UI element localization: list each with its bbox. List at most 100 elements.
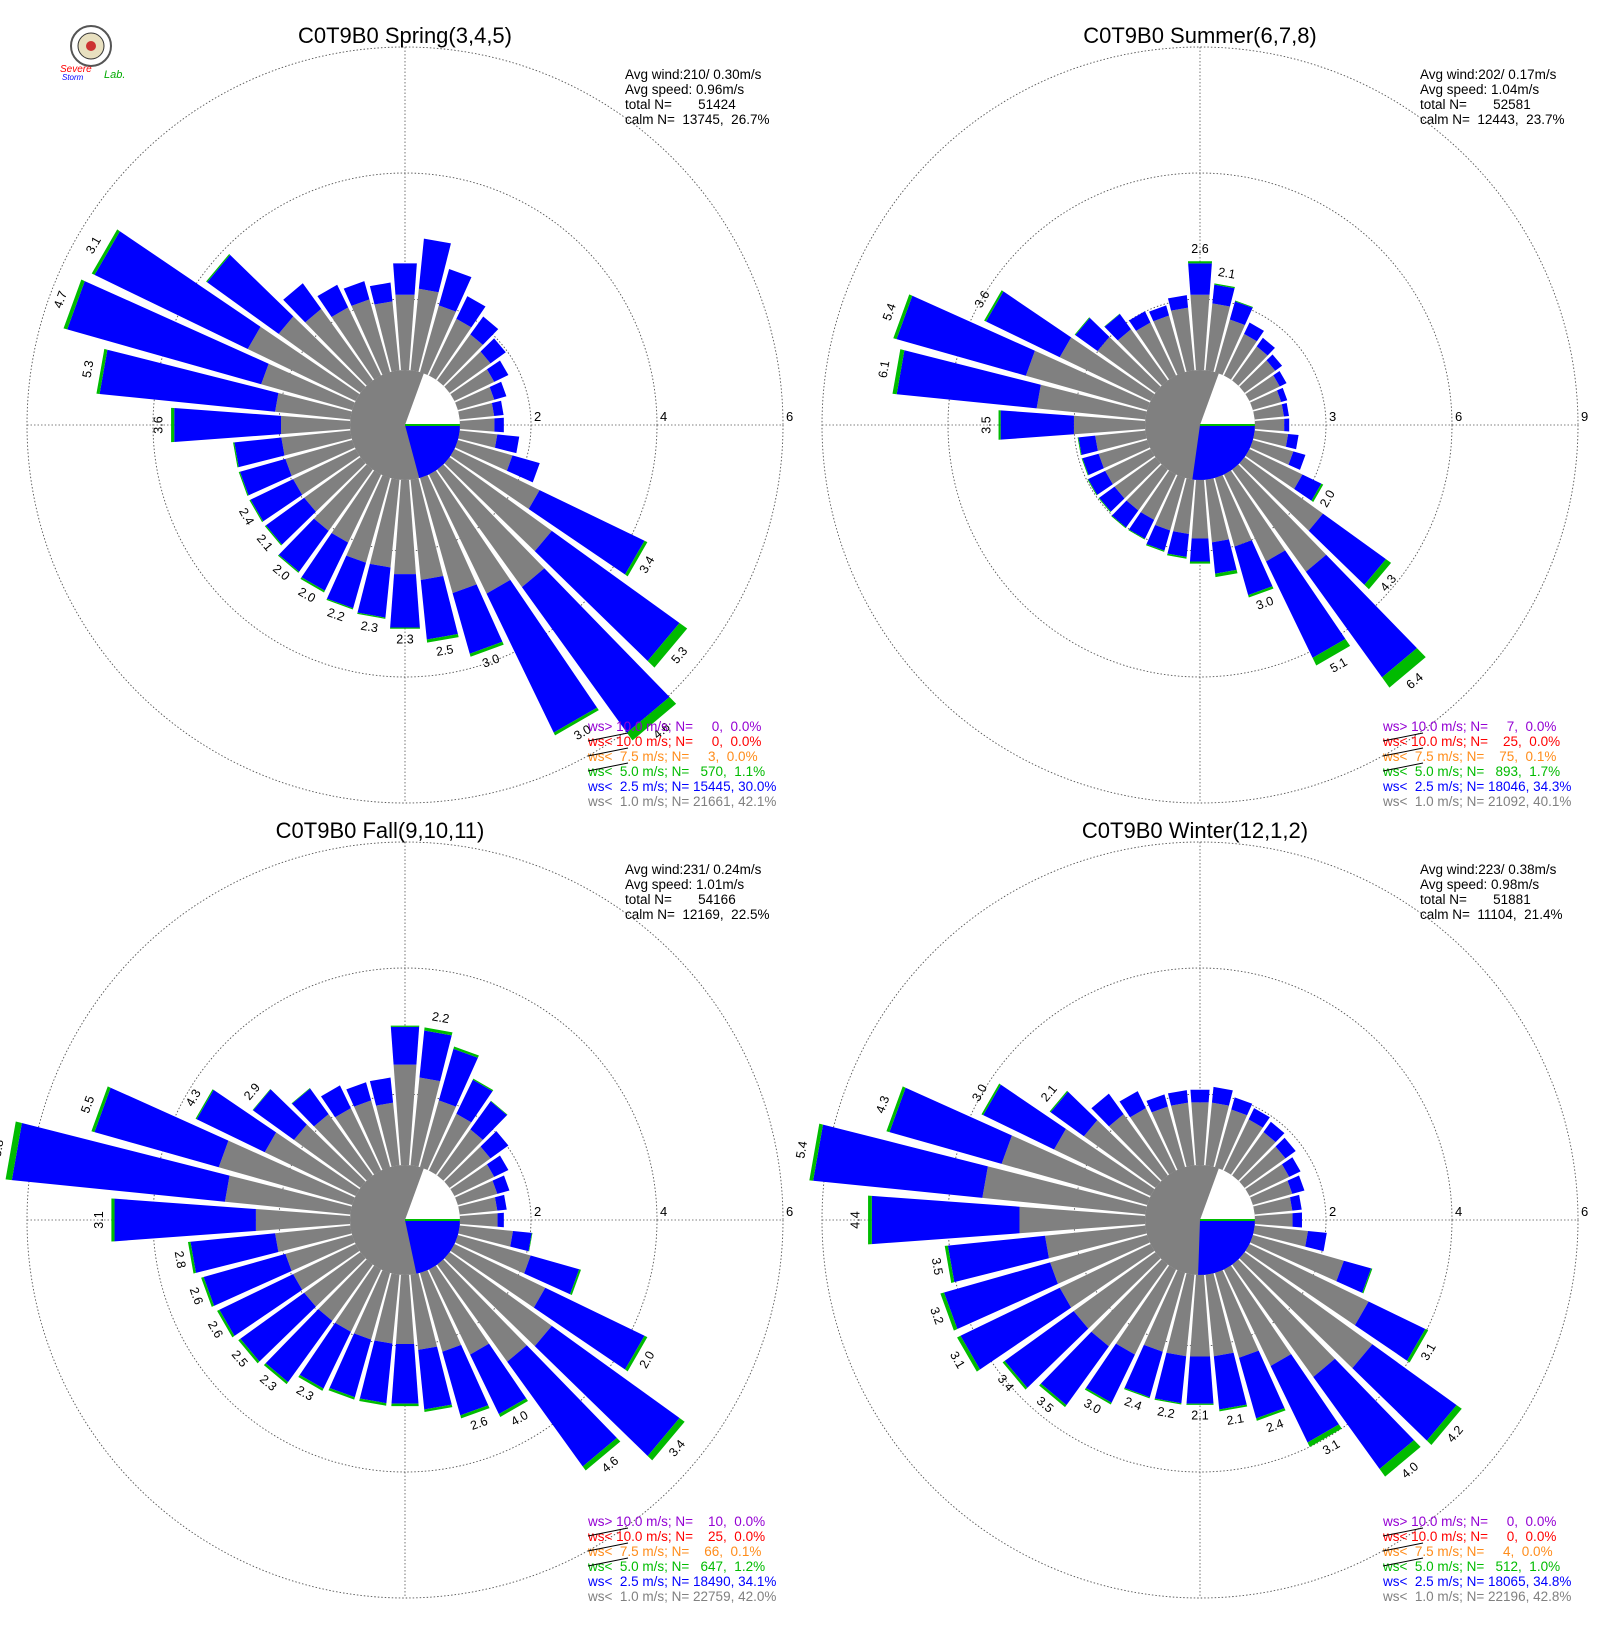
bar-segment-lt1 <box>281 415 351 435</box>
bar-segment-lt1 <box>374 301 400 372</box>
bar-segment-lt2_5 <box>1111 500 1139 528</box>
bar-segment-lt1 <box>1253 1197 1293 1215</box>
bar-segment-lt2_5 <box>1000 410 1074 440</box>
bar-segment-lt2_5 <box>190 1233 279 1273</box>
bar-segment-lt2_5 <box>494 1194 507 1211</box>
bar-total-label: 4.0 <box>1399 1459 1421 1481</box>
bar-total-label: 2.3 <box>396 633 413 647</box>
bar-segment-lt1 <box>1155 475 1186 531</box>
legend-lt5: ws< 5.0 m/s; N= 512, 1.0% <box>1382 1559 1560 1574</box>
bar-segment-lt5 <box>298 1374 324 1391</box>
bar-segment-lt2_5 <box>1088 470 1113 495</box>
bar-segment-lt1 <box>1245 1243 1369 1326</box>
bar-segment-lt2_5 <box>1128 311 1151 331</box>
bar-total-label: 2.6 <box>1191 242 1208 256</box>
bar-total-label: 3.4 <box>666 1437 688 1459</box>
bar-segment-lt2_5 <box>1099 486 1125 512</box>
bar-segment-lt5 <box>91 1086 111 1133</box>
bar-segment-lt5 <box>328 1387 355 1400</box>
bar-segment-lt2_5 <box>1119 1091 1146 1118</box>
bar-segment-lt5 <box>582 1437 621 1471</box>
bar-segment-lt2_5 <box>1275 1137 1296 1159</box>
bar-segment-lt1 <box>313 464 373 531</box>
bar-segment-lt1 <box>1105 448 1155 485</box>
bar-segment-lt1 <box>393 1064 417 1166</box>
legend-lt1: ws< 1.0 m/s; N= 22196, 42.8% <box>1382 1589 1571 1604</box>
bar-total-label: 2.1 <box>1225 1411 1245 1428</box>
bar-segment-lt1 <box>1189 1274 1211 1357</box>
bar-labels: 2.22.03.44.64.02.62.32.32.52.62.62.83.13… <box>0 1009 688 1475</box>
bar-segment-lt2_5 <box>1167 1090 1189 1106</box>
bar-segment-lt1 <box>293 448 360 495</box>
legend-lt10: ws< 10.0 m/s; N= 0, 0.0% <box>587 734 761 749</box>
bar-segment-lt2_5 <box>265 1309 333 1383</box>
bar-segment-lt1 <box>1254 418 1285 432</box>
bar-segment-lt5 <box>233 442 239 468</box>
bar-segment-lt5 <box>472 1078 494 1092</box>
bar-segment-lt1 <box>437 1129 483 1181</box>
bar-segment-lt2_5 <box>507 1345 617 1467</box>
bar-segment-lt2_5 <box>480 338 506 364</box>
bar-segment-lt2_5 <box>510 1230 532 1252</box>
bar-segment-lt5 <box>1081 458 1089 476</box>
bar-segment-lt1 <box>285 439 355 476</box>
bar-segment-lt2_5 <box>203 1253 292 1306</box>
bar-total-label: 3.2 <box>927 1305 946 1326</box>
bar-segment-lt2_5 <box>456 1079 493 1123</box>
bar-segment-lt1 <box>351 299 391 375</box>
bar-total-label: 2.0 <box>296 585 318 606</box>
bar-segment-lt5 <box>264 525 283 546</box>
bar-segment-lt5 <box>940 1292 958 1331</box>
legend: ws> 10.0 m/s; N= 0, 0.0% ws< 10.0 m/s; N… <box>1382 1514 1571 1604</box>
bar-segment-lt5 <box>1248 586 1274 598</box>
stat-calm-n: calm N= 11104, 21.4% <box>1420 907 1562 922</box>
bar-segment-lt1 <box>1253 404 1284 420</box>
bar-segment-lt1 <box>1114 457 1161 499</box>
bar-segment-lt5 <box>277 554 300 573</box>
bar-segment-lt2_5 <box>1211 539 1237 574</box>
bar-segment-lt1 <box>1115 1265 1177 1355</box>
bar-segment-lt1 <box>1205 1102 1229 1167</box>
chart-title: C0T9B0 Spring(3,4,5) <box>298 23 512 48</box>
bar-segment-lt1 <box>419 305 456 375</box>
bar-segment-lt2_5 <box>871 1195 1020 1245</box>
legend-lt2_5: ws< 2.5 m/s; N= 15445, 30.0% <box>587 779 776 794</box>
bar-segment-lt1 <box>304 457 366 512</box>
legend-lt7_5: ws< 7.5 m/s; N= 3, 0.0% <box>587 749 758 764</box>
stat-total-n: total N= 51881 <box>1420 892 1531 907</box>
bar-segment-lt2_5 <box>521 568 670 733</box>
bar-segment-lt2_5 <box>301 533 349 591</box>
bar-segment-lt5 <box>187 1241 196 1274</box>
bar-segment-lt1 <box>374 1273 400 1344</box>
bar-segment-lt2_5 <box>67 281 269 385</box>
radial-tick-label: 4 <box>1455 1204 1462 1219</box>
bar-segment-lt5 <box>1104 313 1120 327</box>
bar-segment-lt2_5 <box>1004 1311 1089 1388</box>
bar-segment-lt1 <box>394 479 416 575</box>
bar-segment-lt1 <box>1098 439 1150 469</box>
calm-white-sector <box>405 373 460 425</box>
bar-segment-lt1 <box>437 334 483 386</box>
bar-total-label: 5.3 <box>80 359 97 379</box>
legend-lt1: ws< 1.0 m/s; N= 22759, 42.0% <box>587 1589 776 1604</box>
stats-block: Avg wind:231/ 0.24m/s Avg speed: 1.01m/s… <box>625 862 769 922</box>
bar-segment-lt1 <box>1083 1120 1161 1188</box>
bar-total-label: 2.4 <box>236 506 257 528</box>
bar-segment-lt1 <box>304 1252 366 1307</box>
stats-block: Avg wind:210/ 0.30m/s Avg speed: 0.96m/s… <box>625 67 769 127</box>
bar-segment-lt2_5 <box>944 1262 1058 1330</box>
bar-segment-lt1 <box>458 430 498 448</box>
bar-segment-lt2_5 <box>234 437 285 468</box>
bar-total-label: 3.0 <box>969 1082 990 1104</box>
bar-segment-lt5 <box>1154 1398 1182 1405</box>
bar-total-label: 3.0 <box>1254 594 1275 613</box>
bar-segment-lt2_5 <box>489 381 507 400</box>
bar-segment-lt2_5 <box>896 295 1035 376</box>
chart-title: C0T9B0 Fall(9,10,11) <box>276 818 485 843</box>
bar-segment-lt2_5 <box>196 1089 277 1153</box>
panel-winter: 3.14.24.03.12.42.12.12.22.43.03.53.43.13… <box>793 818 1588 1604</box>
bar-segment-lt5 <box>647 1418 685 1461</box>
bar-segment-lt2_5 <box>1308 513 1386 585</box>
bar-segment-lt2_5 <box>534 530 680 661</box>
bar-segment-lt1 <box>1214 1270 1259 1358</box>
